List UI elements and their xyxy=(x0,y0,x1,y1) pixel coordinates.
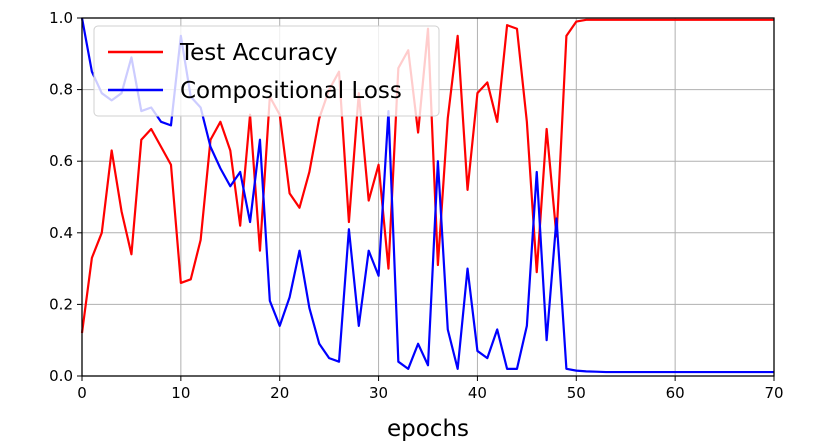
x-tick-label: 0 xyxy=(77,384,87,402)
legend: Test Accuracy Compositional Loss xyxy=(93,25,440,117)
legend-label: Compositional Loss xyxy=(180,78,402,104)
x-tick-label: 40 xyxy=(468,384,487,402)
y-tick-label: 0.2 xyxy=(49,295,73,313)
x-tick-label: 10 xyxy=(171,384,190,402)
x-tick-label: 20 xyxy=(270,384,289,402)
y-tick-label: 0.8 xyxy=(49,81,73,99)
y-tick-label: 1.0 xyxy=(49,9,73,27)
x-tick-label: 70 xyxy=(764,384,783,402)
y-tick-label: 0.6 xyxy=(49,152,73,170)
legend-box xyxy=(93,25,440,117)
legend-label: Test Accuracy xyxy=(179,40,338,66)
x-axis-title: epochs xyxy=(387,416,469,442)
y-tick-label: 0.4 xyxy=(49,224,73,242)
x-tick-label: 30 xyxy=(369,384,388,402)
x-tick-label: 60 xyxy=(666,384,685,402)
plot-frame xyxy=(81,17,775,377)
x-tick-label: 50 xyxy=(567,384,586,402)
y-tick-label: 0.0 xyxy=(49,367,73,385)
axis-ticks: 0 10 20 30 40 50 60 70 0.0 0.2 0.4 0.6 0.8 1.0 xyxy=(49,9,783,402)
